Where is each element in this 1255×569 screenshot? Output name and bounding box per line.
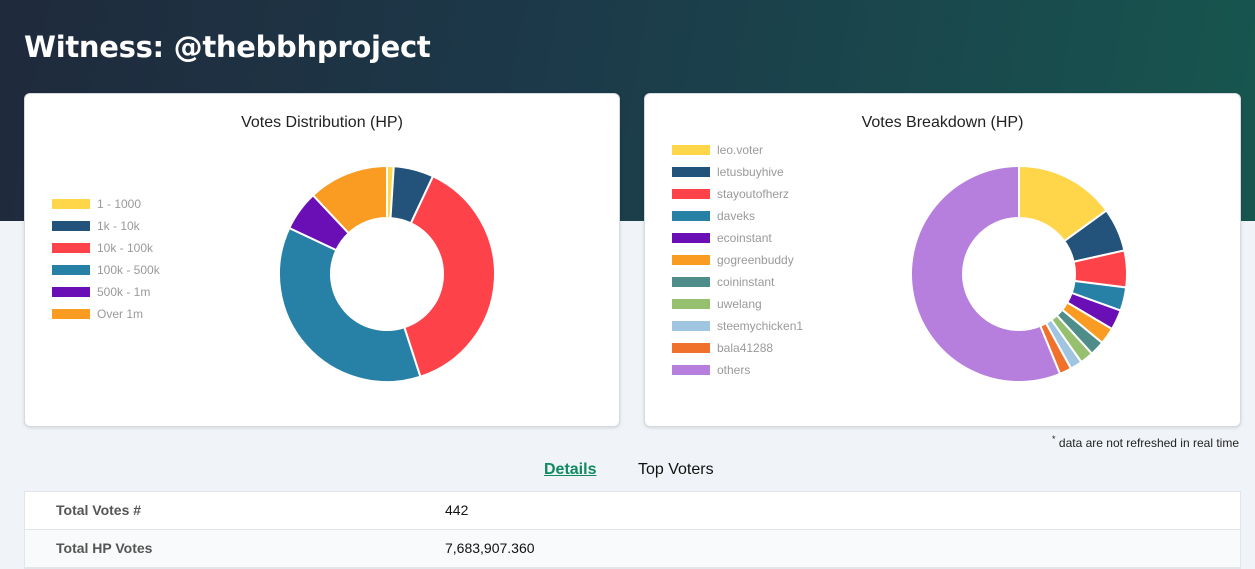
legend-swatch	[672, 365, 710, 375]
tab-top-voters[interactable]: Top Voters	[638, 461, 714, 478]
legend-swatch	[672, 277, 710, 287]
legend-item-500k-1m[interactable]: 500k - 1m	[52, 281, 160, 303]
legend-item-over-1m[interactable]: Over 1m	[52, 303, 160, 325]
legend-item-1k-10k[interactable]: 1k - 10k	[52, 215, 160, 237]
chart-title: Votes Distribution (HP)	[241, 114, 403, 131]
legend-item-coininstant[interactable]: coininstant	[672, 271, 803, 293]
legend-item-1-1000[interactable]: 1 - 1000	[52, 193, 160, 215]
row-value-total-votes: 442	[445, 502, 469, 518]
refresh-footnote: * data are not refreshed in real time	[1052, 434, 1239, 450]
footnote-text: data are not refreshed in real time	[1055, 436, 1239, 450]
legend-swatch	[52, 243, 90, 253]
legend-swatch	[52, 309, 90, 319]
row-label-total-votes: Total Votes #	[56, 502, 142, 518]
legend-item-100k-500k[interactable]: 100k - 500k	[52, 259, 160, 281]
legend-label: daveks	[717, 209, 756, 223]
legend-label: others	[717, 363, 751, 377]
legend-label: 500k - 1m	[97, 285, 151, 299]
legend-swatch	[52, 287, 90, 297]
chart-legend: leo.voter letusbuyhive stayoutofherz daveks…	[672, 139, 803, 381]
legend-label: steemychicken1	[717, 319, 804, 333]
legend-item-steemychicken1[interactable]: steemychicken1	[672, 315, 803, 337]
legend-label: Over 1m	[97, 307, 144, 321]
votes-breakdown-card: Votes Breakdown (HP) leo.voter letusbuyhi…	[644, 93, 1241, 427]
legend-item-others[interactable]: others	[672, 359, 803, 381]
legend-label: 100k - 500k	[97, 263, 160, 277]
legend-item-10k-100k[interactable]: 10k - 100k	[52, 237, 160, 259]
legend-swatch	[672, 145, 710, 155]
legend-label: 1k - 10k	[97, 219, 140, 233]
tab-details[interactable]: Details	[544, 461, 597, 478]
legend-swatch	[672, 343, 710, 353]
legend-item-ecoinstant[interactable]: ecoinstant	[672, 227, 803, 249]
legend-swatch	[672, 255, 710, 265]
footnote-marker: *	[1052, 434, 1056, 444]
votes-distribution-donut	[278, 164, 496, 383]
slice-others[interactable]	[909, 164, 1062, 383]
legend-swatch	[672, 299, 710, 309]
legend-item-letusbuyhive[interactable]: letusbuyhive	[672, 161, 803, 183]
legend-swatch	[672, 211, 710, 221]
legend-label: ecoinstant	[717, 231, 772, 245]
chart-legend: 1 - 1000 1k - 10k 10k - 100k 100k - 500k 500…	[52, 193, 160, 325]
row-value-total-hp-votes: 7,683,907.360	[445, 540, 535, 556]
legend-label: stayoutofherz	[717, 187, 790, 201]
legend-item-uwelang[interactable]: uwelang	[672, 293, 803, 315]
tab-bar: Details Top Voters	[0, 461, 1255, 483]
legend-label: 1 - 1000	[97, 197, 142, 211]
legend-item-daveks[interactable]: daveks	[672, 205, 803, 227]
row-label-total-hp-votes: Total HP Votes	[56, 540, 153, 556]
legend-swatch	[672, 167, 710, 177]
legend-label: gogreenbuddy	[717, 253, 794, 267]
legend-swatch	[52, 265, 90, 275]
legend-item-leo-voter[interactable]: leo.voter	[672, 139, 803, 161]
legend-label: bala41288	[717, 341, 774, 355]
legend-label: 10k - 100k	[97, 241, 154, 255]
legend-swatch	[672, 321, 710, 331]
details-table: Total Votes # 442 Total HP Votes 7,683,9…	[24, 491, 1241, 569]
votes-breakdown-donut	[909, 164, 1128, 383]
slice-10k-100k[interactable]	[403, 174, 496, 378]
slice-100k-500k[interactable]	[278, 226, 422, 383]
legend-label: uwelang	[717, 297, 762, 311]
page-title: Witness: @thebbhproject	[24, 30, 431, 64]
chart-title: Votes Breakdown (HP)	[861, 114, 1024, 131]
legend-swatch	[672, 233, 710, 243]
slice-over-1m[interactable]	[311, 164, 388, 235]
votes-distribution-card: Votes Distribution (HP) 1 - 1000 1k - 10k…	[24, 93, 620, 427]
legend-item-stayoutofherz[interactable]: stayoutofherz	[672, 183, 803, 205]
legend-swatch	[672, 189, 710, 199]
legend-label: letusbuyhive	[717, 165, 784, 179]
legend-item-bala41288[interactable]: bala41288	[672, 337, 803, 359]
legend-label: coininstant	[717, 275, 775, 289]
legend-label: leo.voter	[717, 143, 764, 157]
legend-swatch	[52, 221, 90, 231]
table-row: Total Votes # 442	[25, 492, 1240, 530]
table-row: Total HP Votes 7,683,907.360	[25, 530, 1240, 568]
legend-swatch	[52, 199, 90, 209]
legend-item-gogreenbuddy[interactable]: gogreenbuddy	[672, 249, 803, 271]
